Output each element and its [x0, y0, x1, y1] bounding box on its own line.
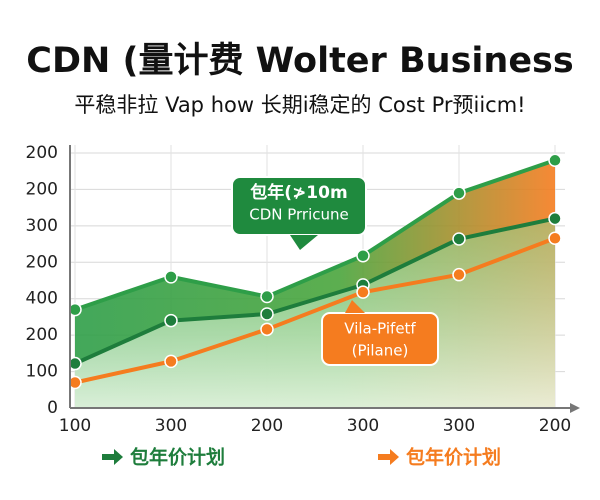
point	[356, 285, 370, 299]
annotation-text: (Pilane)	[352, 342, 409, 360]
x-tick-label: 300	[443, 416, 475, 436]
point	[260, 307, 274, 321]
point	[548, 231, 562, 245]
x-tick-label: 200	[251, 416, 283, 436]
annotation: 包年(≯10m CDN Prricune	[231, 176, 367, 250]
chart-subtitle: 平稳非拉 Vap how 长期i稳定的 Cost Pr预iicm!	[74, 93, 525, 117]
annotation-text: CDN Prricune	[249, 206, 349, 224]
y-tick-label: 0	[47, 398, 58, 418]
point	[452, 267, 466, 282]
y-tick-label: 100	[26, 362, 58, 382]
annotation: Vila-Pifetf (Pilane)	[321, 300, 439, 366]
point	[260, 289, 274, 304]
y-tick-label: 200	[26, 252, 58, 272]
line	[74, 216, 556, 366]
point	[164, 270, 178, 284]
point	[452, 186, 466, 200]
y-tick-label: 200	[26, 143, 58, 163]
axis-arrow	[570, 403, 580, 413]
annotation-box	[321, 312, 439, 366]
line	[74, 158, 556, 312]
x-tick-label: 300	[347, 416, 379, 436]
y-tick-label: 200	[26, 179, 58, 199]
annotation-text: Vila-Pifetf	[344, 320, 416, 338]
x-tick-label: 300	[155, 416, 187, 436]
point	[548, 211, 562, 226]
chart-title: CDN (量计费 Wolter Business	[26, 41, 573, 81]
line	[74, 236, 556, 385]
legend-label: 包年价计划	[406, 446, 501, 469]
legend-marker	[102, 449, 123, 465]
y-tick-label: 300	[26, 216, 58, 236]
x-tick-label: 200	[539, 416, 571, 436]
annotation-tail	[345, 300, 365, 313]
y-tick-label: 200	[26, 325, 58, 345]
point	[164, 313, 178, 328]
point	[164, 354, 178, 369]
legend-label: 包年价计划	[130, 446, 225, 469]
point	[260, 322, 274, 337]
point	[548, 153, 562, 168]
point	[452, 232, 466, 246]
y-tick-label: 400	[26, 289, 58, 309]
annotation-text: 包年(≯10m	[250, 182, 347, 203]
annotation-tail	[290, 235, 318, 250]
legend-marker	[378, 449, 399, 465]
x-tick-label: 100	[59, 416, 91, 436]
point	[356, 248, 370, 263]
